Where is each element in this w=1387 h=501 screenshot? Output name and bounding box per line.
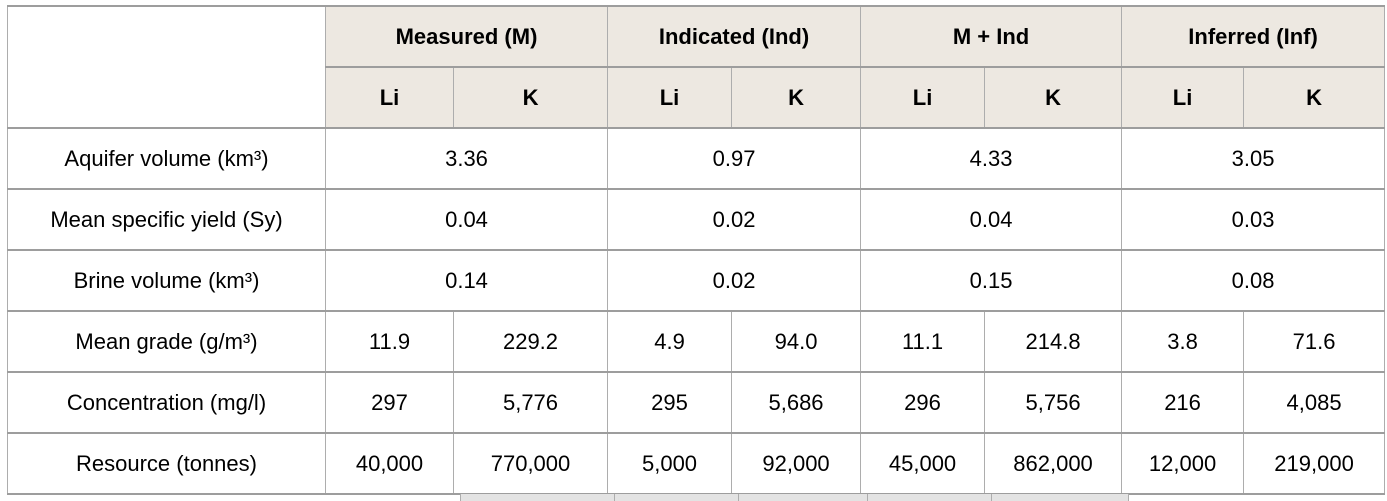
table-row-aquifer-volume: Aquifer volume (km³) 3.36 0.97 4.33 3.05 bbox=[7, 127, 1386, 190]
value-cell: 4.33 bbox=[860, 127, 1123, 190]
value-cell: 229.2 bbox=[452, 310, 609, 373]
value-cell: 297 bbox=[325, 371, 454, 434]
value-cell: 5,686 bbox=[731, 371, 862, 434]
table-row-brine-volume: Brine volume (km³) 0.14 0.02 0.15 0.08 bbox=[7, 249, 1386, 312]
value-cell: 0.14 bbox=[324, 249, 609, 312]
value-cell: 5,756 bbox=[984, 371, 1123, 434]
table-row-mean-grade: Mean grade (g/m³) 11.9 229.2 4.9 94.0 11… bbox=[7, 310, 1386, 373]
value-cell: 71.6 bbox=[1243, 310, 1386, 373]
value-cell: 295 bbox=[607, 371, 733, 434]
row-label: Mean specific yield (Sy) bbox=[7, 188, 326, 251]
value-cell: 0.03 bbox=[1121, 188, 1386, 251]
cropped-next-row-sliver bbox=[460, 494, 1129, 501]
cropped-cell bbox=[615, 494, 739, 501]
subheader-row: Li K Li K Li K Li K bbox=[8, 66, 1386, 129]
value-cell: 5,000 bbox=[607, 432, 733, 495]
value-cell: 3.05 bbox=[1121, 127, 1386, 190]
value-cell: 770,000 bbox=[452, 432, 609, 495]
table-row-concentration: Concentration (mg/l) 297 5,776 295 5,686… bbox=[7, 371, 1386, 434]
value-cell: 0.97 bbox=[607, 127, 862, 190]
resource-estimate-table: Measured (M) Indicated (Ind) M + Ind Inf… bbox=[7, 5, 1386, 495]
value-cell: 92,000 bbox=[731, 432, 862, 495]
value-cell: 12,000 bbox=[1121, 432, 1245, 495]
row-label: Aquifer volume (km³) bbox=[7, 127, 326, 190]
value-cell: 40,000 bbox=[325, 432, 454, 495]
cropped-cell bbox=[739, 494, 868, 501]
value-cell: 11.9 bbox=[325, 310, 454, 373]
value-cell: 4.9 bbox=[607, 310, 733, 373]
value-cell: 0.02 bbox=[607, 188, 862, 251]
value-cell: 45,000 bbox=[860, 432, 986, 495]
cropped-cell bbox=[461, 494, 615, 501]
subheader-inferred-k: K bbox=[1243, 66, 1386, 129]
subheader-measured-li: Li bbox=[325, 66, 454, 129]
value-cell: 214.8 bbox=[984, 310, 1123, 373]
group-header-indicated: Indicated (Ind) bbox=[607, 5, 862, 68]
subheader-measured-k: K bbox=[452, 66, 609, 129]
value-cell: 3.8 bbox=[1121, 310, 1245, 373]
row-label: Resource (tonnes) bbox=[7, 432, 326, 495]
value-cell: 0.04 bbox=[324, 188, 609, 251]
table-row-mean-specific-yield: Mean specific yield (Sy) 0.04 0.02 0.04 … bbox=[7, 188, 1386, 251]
value-cell: 219,000 bbox=[1243, 432, 1386, 495]
row-label: Brine volume (km³) bbox=[7, 249, 326, 312]
value-cell: 94.0 bbox=[731, 310, 862, 373]
value-cell: 5,776 bbox=[452, 371, 609, 434]
row-label: Mean grade (g/m³) bbox=[7, 310, 326, 373]
value-cell: 4,085 bbox=[1243, 371, 1386, 434]
subheader-m-plus-ind-li: Li bbox=[860, 66, 986, 129]
value-cell: 0.15 bbox=[860, 249, 1123, 312]
subheader-m-plus-ind-k: K bbox=[984, 66, 1123, 129]
cropped-cell bbox=[868, 494, 992, 501]
value-cell: 0.04 bbox=[860, 188, 1123, 251]
value-cell: 0.08 bbox=[1121, 249, 1386, 312]
value-cell: 862,000 bbox=[984, 432, 1123, 495]
group-header-inferred: Inferred (Inf) bbox=[1121, 5, 1386, 68]
corner-cell bbox=[7, 5, 326, 129]
subheader-indicated-li: Li bbox=[607, 66, 733, 129]
cropped-cell bbox=[992, 494, 1129, 501]
group-header-measured: Measured (M) bbox=[324, 5, 609, 68]
row-label: Concentration (mg/l) bbox=[7, 371, 326, 434]
group-header-row: Measured (M) Indicated (Ind) M + Ind Inf… bbox=[7, 5, 1386, 129]
table-row-resource: Resource (tonnes) 40,000 770,000 5,000 9… bbox=[7, 432, 1386, 495]
value-cell: 216 bbox=[1121, 371, 1245, 434]
subheader-indicated-k: K bbox=[731, 66, 862, 129]
value-cell: 0.02 bbox=[607, 249, 862, 312]
value-cell: 3.36 bbox=[324, 127, 609, 190]
value-cell: 11.1 bbox=[860, 310, 986, 373]
subheader-inferred-li: Li bbox=[1121, 66, 1245, 129]
value-cell: 296 bbox=[860, 371, 986, 434]
group-header-m-plus-ind: M + Ind bbox=[860, 5, 1123, 68]
